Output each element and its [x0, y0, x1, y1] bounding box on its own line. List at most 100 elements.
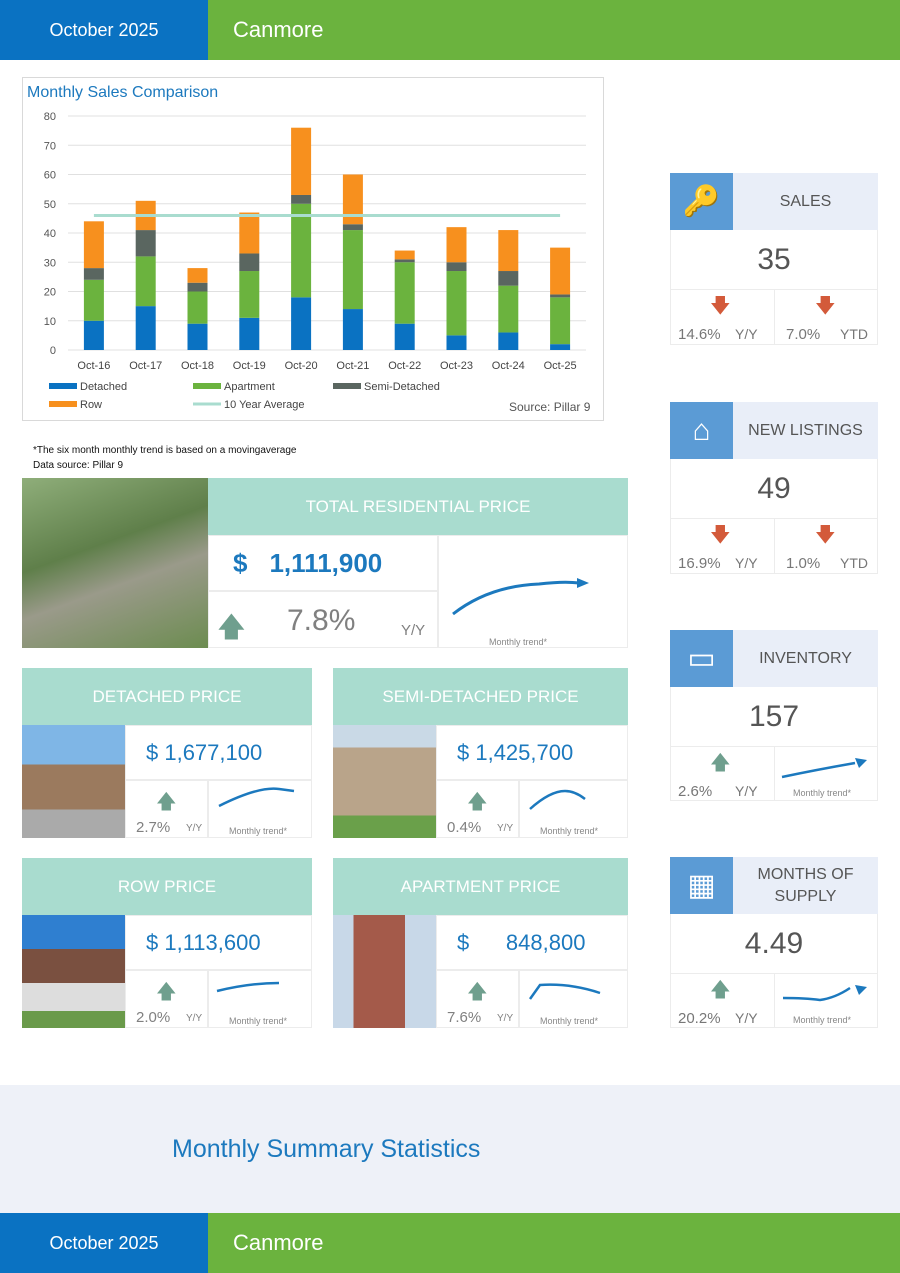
- stat-title: SALES: [733, 173, 878, 230]
- total-price-title: TOTAL RESIDENTIAL PRICE: [208, 478, 628, 535]
- stat-left-period: Y/Y: [735, 1010, 758, 1026]
- bar-row: [83, 221, 104, 269]
- y-tick-label: 50: [44, 199, 56, 211]
- stat-left-period: Y/Y: [735, 783, 758, 799]
- up-arrow-icon: 🡅: [467, 981, 488, 1003]
- x-tick-label: Oct-20: [285, 360, 318, 372]
- up-arrow-icon: 🡅: [156, 981, 177, 1003]
- type-trend: Monthly trend*: [519, 970, 628, 1028]
- stat-value: 35: [757, 243, 791, 276]
- bar-row: [187, 268, 208, 283]
- type-trend: Monthly trend*: [519, 780, 628, 838]
- bar-semi-detached: [135, 230, 156, 257]
- legend-label: Apartment: [224, 381, 275, 393]
- bar-apartment: [291, 203, 312, 298]
- x-tick-label: Oct-18: [181, 360, 214, 372]
- legend-swatch: [333, 383, 361, 389]
- bar-semi-detached: [446, 262, 467, 272]
- y-tick-label: 40: [44, 228, 56, 240]
- bar-apartment: [239, 271, 260, 318]
- stat-left-change: 14.6%: [678, 326, 721, 343]
- bar-detached: [135, 306, 156, 350]
- apartment-tower-photo: [333, 915, 436, 1028]
- house-icon: ⌂: [670, 402, 733, 459]
- bar-detached: [446, 335, 467, 350]
- up-arrow-icon: 🡅: [467, 791, 488, 813]
- bar-row: [239, 212, 260, 254]
- type-trend: Monthly trend*: [208, 970, 312, 1028]
- legend-swatch: [193, 383, 221, 389]
- bar-semi-detached: [187, 282, 208, 292]
- type-trend: Monthly trend*: [208, 780, 312, 838]
- bar-apartment: [446, 271, 467, 336]
- stat-left-arrow: 🡅: [710, 748, 731, 782]
- footer-location: Canmore: [208, 1213, 900, 1273]
- aerial-neighbourhood-photo: [22, 478, 208, 648]
- y-tick-label: 60: [44, 170, 56, 182]
- y-tick-label: 30: [44, 257, 56, 269]
- bar-detached: [83, 320, 104, 350]
- bar-semi-detached: [394, 259, 415, 263]
- x-tick-label: Oct-23: [440, 360, 473, 372]
- bar-semi-detached: [239, 253, 260, 272]
- type-card-title: DETACHED PRICE: [22, 668, 312, 725]
- up-arrow-icon: 🡅: [710, 752, 731, 774]
- trend-sparkline: [782, 985, 867, 1002]
- type-change-value: 0.4%: [447, 819, 482, 836]
- down-arrow-icon: 🡇: [815, 524, 836, 546]
- stat-value: 4.49: [744, 927, 804, 960]
- bar-semi-detached: [291, 194, 312, 204]
- type-change-period: Y/Y: [186, 1013, 203, 1024]
- bar-semi-detached: [498, 271, 519, 286]
- up-arrow-icon: 🡅: [217, 611, 246, 642]
- type-change: 🡅 0.4% Y/Y: [436, 780, 519, 838]
- stat-title: INVENTORY: [733, 630, 878, 687]
- trend-label: Monthly trend*: [540, 1016, 599, 1026]
- stat-title: MONTHS OF SUPPLY: [733, 857, 878, 914]
- summary-title: Monthly Summary Statistics: [172, 1135, 481, 1163]
- stat-left-period: Y/Y: [735, 555, 758, 571]
- bar-detached: [342, 309, 363, 350]
- chart-title: Monthly Sales Comparison: [27, 84, 219, 101]
- bar-detached: [498, 332, 519, 350]
- bar-row: [394, 250, 415, 260]
- x-tick-label: Oct-16: [77, 360, 110, 372]
- x-tick-label: Oct-25: [544, 360, 577, 372]
- bar-row: [550, 247, 571, 295]
- bar-semi-detached: [342, 224, 363, 231]
- down-arrow-icon: 🡇: [710, 295, 731, 317]
- stat-left-period: Y/Y: [735, 326, 758, 342]
- bar-detached: [239, 317, 260, 350]
- trend-label: Monthly trend*: [540, 826, 599, 836]
- x-tick-label: Oct-22: [388, 360, 421, 372]
- bar-detached: [550, 344, 571, 350]
- header-date: October 2025: [0, 0, 208, 60]
- calendar-icon: ▦: [670, 857, 733, 914]
- summary-band: Monthly Summary Statistics: [0, 1085, 900, 1213]
- stat-right-arrow: 🡇: [815, 291, 836, 325]
- trend-sparkline: [218, 787, 295, 808]
- sales-chart-panel: Monthly Sales Comparison 0 10 20 30 40 50 60 70…: [22, 77, 604, 421]
- trend-sparkline: [781, 758, 867, 779]
- currency-symbol: $: [233, 547, 248, 578]
- type-change: 🡅 7.6% Y/Y: [436, 970, 519, 1028]
- bar-apartment: [187, 291, 208, 324]
- y-tick-label: 10: [44, 316, 56, 328]
- sales-chart: 0 10 20 30 40 50 60 70 80 Oct-16 Oct-17 Oct-18 Oct-1…: [44, 111, 586, 411]
- notes: *The six month monthly trend is based on…: [33, 443, 296, 473]
- stat-left-change: 2.6%: [678, 783, 713, 800]
- legend-label: Row: [80, 399, 102, 411]
- y-tick-label: 0: [50, 345, 56, 357]
- total-price: $ 1,111,900: [208, 535, 438, 591]
- detached-house-photo: [22, 725, 125, 838]
- bar-row: [498, 230, 519, 272]
- type-price: $ 1,677,100: [125, 725, 312, 780]
- trend-label: Monthly trend*: [489, 637, 548, 647]
- bar-row: [342, 174, 363, 225]
- legend-label: Semi-Detached: [364, 381, 440, 393]
- trend-note: *The six month monthly trend is based on…: [33, 445, 297, 456]
- stat-left-arrow: 🡇: [710, 520, 731, 554]
- up-arrow-icon: 🡅: [710, 979, 731, 1001]
- bar-apartment: [135, 256, 156, 307]
- stat-right-change: 1.0%: [786, 555, 821, 572]
